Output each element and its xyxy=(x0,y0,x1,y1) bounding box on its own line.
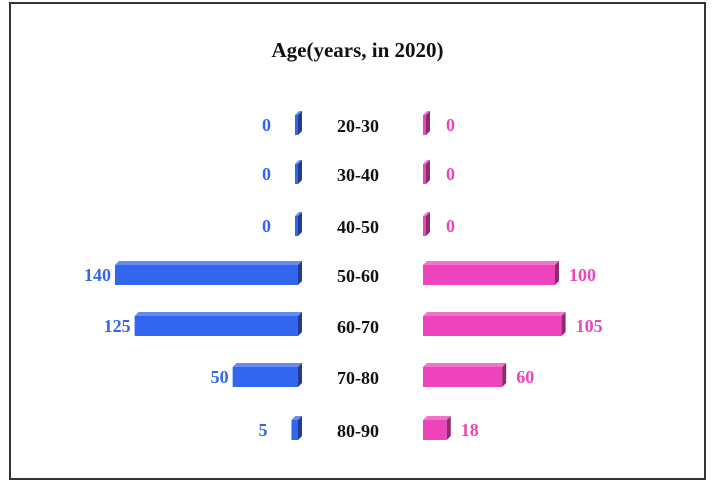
left-bar xyxy=(291,416,302,440)
left-value-label: 125 xyxy=(104,316,131,336)
right-bar xyxy=(423,363,507,387)
left-value-label: 140 xyxy=(84,265,111,285)
right-bar xyxy=(423,160,430,184)
right-value-label: 60 xyxy=(516,367,534,387)
right-bar xyxy=(423,261,559,285)
left-bar xyxy=(232,363,302,387)
right-value-label: 0 xyxy=(446,115,455,135)
right-bar xyxy=(423,111,430,135)
right-bar xyxy=(423,212,430,236)
left-bar xyxy=(295,212,302,236)
right-value-label: 105 xyxy=(576,316,603,336)
left-value-label: 0 xyxy=(262,216,271,236)
left-value-label: 0 xyxy=(262,115,271,135)
category-label: 80-90 xyxy=(337,421,379,441)
category-label: 70-80 xyxy=(337,368,379,388)
chart-title: Age(years, in 2020) xyxy=(271,38,444,62)
left-bar xyxy=(134,312,302,336)
chart-frame xyxy=(9,2,706,480)
right-value-label: 0 xyxy=(446,216,455,236)
left-bar xyxy=(115,261,302,285)
left-value-label: 5 xyxy=(258,420,267,440)
category-label: 60-70 xyxy=(337,317,379,337)
category-label: 40-50 xyxy=(337,217,379,237)
right-value-label: 18 xyxy=(461,420,479,440)
left-bar xyxy=(295,160,302,184)
right-value-label: 0 xyxy=(446,164,455,184)
right-bar xyxy=(423,312,566,336)
left-value-label: 0 xyxy=(262,164,271,184)
left-value-label: 50 xyxy=(211,367,229,387)
left-bar xyxy=(295,111,302,135)
right-bar xyxy=(423,416,451,440)
right-value-label: 100 xyxy=(569,265,596,285)
category-label: 30-40 xyxy=(337,165,379,185)
category-label: 20-30 xyxy=(337,116,379,136)
category-label: 50-60 xyxy=(337,266,379,286)
